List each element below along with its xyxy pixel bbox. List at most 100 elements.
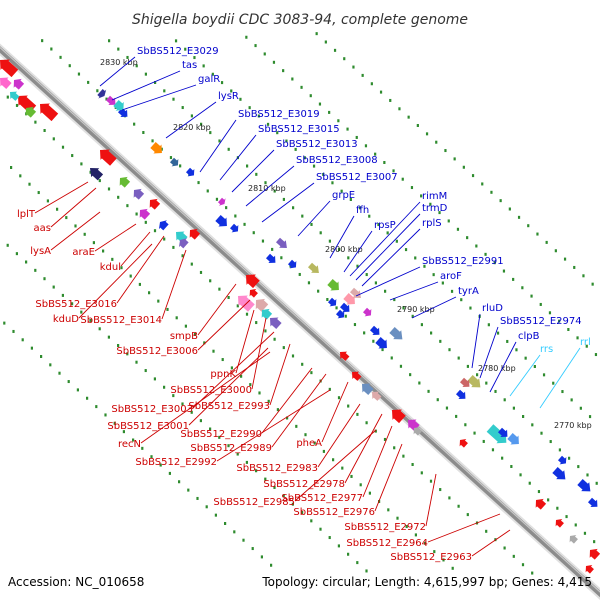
tick-mark <box>261 239 265 243</box>
tick-mark <box>264 477 267 481</box>
tick-mark <box>552 381 555 385</box>
tick-mark <box>347 256 350 260</box>
tick-mark <box>464 423 467 427</box>
tick-mark <box>108 39 111 43</box>
tick-mark <box>337 119 340 123</box>
tick-mark <box>179 164 182 168</box>
tick-mark <box>255 469 258 473</box>
tick-mark <box>372 339 375 343</box>
tick-mark <box>234 214 237 218</box>
tick-mark <box>506 339 509 343</box>
tick-mark <box>301 362 304 366</box>
tick-mark <box>34 120 37 124</box>
tick-mark <box>510 465 513 468</box>
tick-mark <box>301 214 304 218</box>
gene-feature <box>557 455 567 465</box>
tick-mark <box>374 281 377 285</box>
gene-label: SbBS512_E3015 <box>258 124 340 135</box>
tick-mark <box>558 319 561 323</box>
leader-line <box>251 317 267 390</box>
tick-mark <box>218 139 221 143</box>
tick-mark <box>485 529 488 533</box>
tick-mark <box>163 89 166 93</box>
tick-marks <box>3 32 598 575</box>
scale-labels: 2830 kbp 2820 kbp 2810 kbp 2800 kbp 2790… <box>100 58 592 430</box>
tick-mark <box>574 523 577 527</box>
label-leaders <box>34 56 581 557</box>
tick-mark <box>438 211 441 215</box>
tick-mark <box>37 191 40 195</box>
gene-feature <box>158 220 169 231</box>
tick-mark <box>19 174 22 178</box>
tick-mark <box>430 331 433 335</box>
tick-mark <box>196 496 199 500</box>
tick-mark <box>460 298 463 302</box>
leader-line <box>329 215 355 259</box>
tick-mark <box>358 206 362 210</box>
tick-mark <box>151 139 154 143</box>
gene-feature <box>507 433 519 445</box>
tick-mark <box>536 232 539 236</box>
tick-mark <box>255 321 258 325</box>
tick-mark <box>303 156 306 160</box>
tick-mark <box>328 536 331 540</box>
tick-mark <box>209 427 212 431</box>
gene-label: kdul <box>100 262 121 273</box>
tick-mark <box>591 282 594 286</box>
tick-mark <box>249 383 252 387</box>
leader-line <box>261 182 315 223</box>
gene-label: trmD <box>422 203 448 214</box>
tick-mark <box>150 455 153 459</box>
tick-mark <box>291 502 294 506</box>
tick-mark <box>349 198 352 201</box>
tick-mark <box>211 72 214 76</box>
tick-mark <box>291 354 295 358</box>
tick-mark <box>258 391 261 395</box>
tick-mark <box>583 531 587 535</box>
tick-mark <box>355 135 358 139</box>
gene-feature <box>552 467 566 480</box>
tick-mark <box>107 335 110 339</box>
tick-mark <box>433 550 436 554</box>
tick-mark <box>533 365 536 368</box>
gene-label: SbBS512_E2989 <box>190 443 272 454</box>
tick-mark <box>496 331 500 335</box>
tick-mark <box>74 224 77 228</box>
tick-mark <box>389 98 392 102</box>
gene-feature <box>467 375 481 388</box>
leader-line <box>111 70 181 101</box>
tick-mark <box>202 64 205 68</box>
tick-mark <box>499 199 502 203</box>
tick-mark <box>273 337 276 341</box>
gene-label: kduD <box>53 314 79 325</box>
gene-label: lysA <box>30 246 51 257</box>
leader-line <box>192 331 275 409</box>
tick-mark <box>304 433 307 437</box>
gene-label: rimM <box>422 191 447 202</box>
tick-mark <box>190 262 193 266</box>
tick-mark <box>135 360 138 364</box>
tick-mark <box>71 154 74 158</box>
gene-label: SbBS512_E2978 <box>263 479 345 490</box>
gene-feature <box>185 167 195 177</box>
tick-mark <box>71 302 74 306</box>
gene-label: galR <box>198 74 220 85</box>
tick-mark <box>267 399 270 403</box>
leader-line <box>321 381 349 443</box>
tick-mark <box>187 488 190 492</box>
tick-mark <box>456 227 460 231</box>
leader-line <box>539 347 581 409</box>
tick-mark <box>68 64 71 68</box>
tick-mark <box>251 547 254 551</box>
tick-mark <box>524 356 527 360</box>
gene-feature <box>249 288 258 298</box>
tick-mark <box>594 353 598 357</box>
tick-mark <box>126 352 129 356</box>
tick-mark <box>21 338 24 342</box>
tick-mark <box>313 441 316 445</box>
gene-label: rpsP <box>374 220 396 231</box>
tick-mark <box>230 89 233 93</box>
tick-mark <box>455 414 458 418</box>
tick-mark <box>245 35 248 39</box>
tick-mark <box>521 286 524 290</box>
